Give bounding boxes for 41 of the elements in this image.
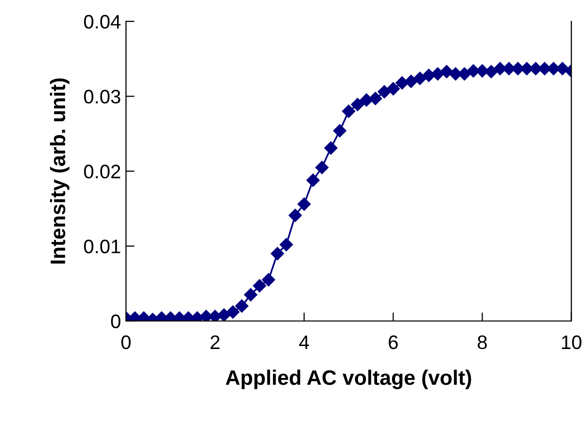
- y-axis-title: Intensity (arb. unit): [50, 78, 70, 264]
- y-tick-label: 0: [111, 314, 120, 328]
- point: [253, 279, 266, 292]
- point: [413, 72, 427, 85]
- y-tick-label: 0.01: [84, 240, 120, 254]
- point: [350, 98, 364, 112]
- point: [440, 64, 454, 78]
- point: [538, 62, 552, 76]
- point: [404, 74, 418, 88]
- point: [315, 160, 329, 174]
- point: [378, 85, 391, 98]
- point: [386, 82, 400, 96]
- x-tick-label: 6: [388, 335, 398, 350]
- point: [288, 208, 302, 222]
- point: [333, 124, 346, 138]
- y-tick-label: 0.04: [84, 14, 121, 29]
- point: [422, 68, 436, 82]
- x-tick-label: 8: [478, 335, 487, 350]
- y-tick-label: 0.03: [84, 90, 120, 104]
- point: [368, 92, 382, 106]
- x-axis-title: Applied AC voltage (volt): [226, 370, 472, 390]
- point: [529, 62, 542, 76]
- point: [324, 141, 338, 155]
- point: [396, 76, 409, 90]
- y-tick-label: 0.02: [84, 164, 120, 178]
- x-tick-label: 4: [299, 336, 309, 349]
- point: [235, 299, 248, 313]
- point: [484, 64, 498, 78]
- point: [342, 104, 356, 118]
- point: [270, 247, 284, 260]
- x-tick-label: 10: [562, 335, 582, 350]
- x-tick-label: 0: [121, 335, 131, 350]
- point: [217, 308, 231, 321]
- point: [244, 288, 258, 302]
- point: [226, 305, 240, 319]
- point: [298, 198, 311, 211]
- x-tick-label: 2: [210, 335, 220, 349]
- point: [306, 174, 320, 187]
- point: [200, 310, 213, 321]
- point: [262, 273, 276, 286]
- point: [280, 238, 293, 252]
